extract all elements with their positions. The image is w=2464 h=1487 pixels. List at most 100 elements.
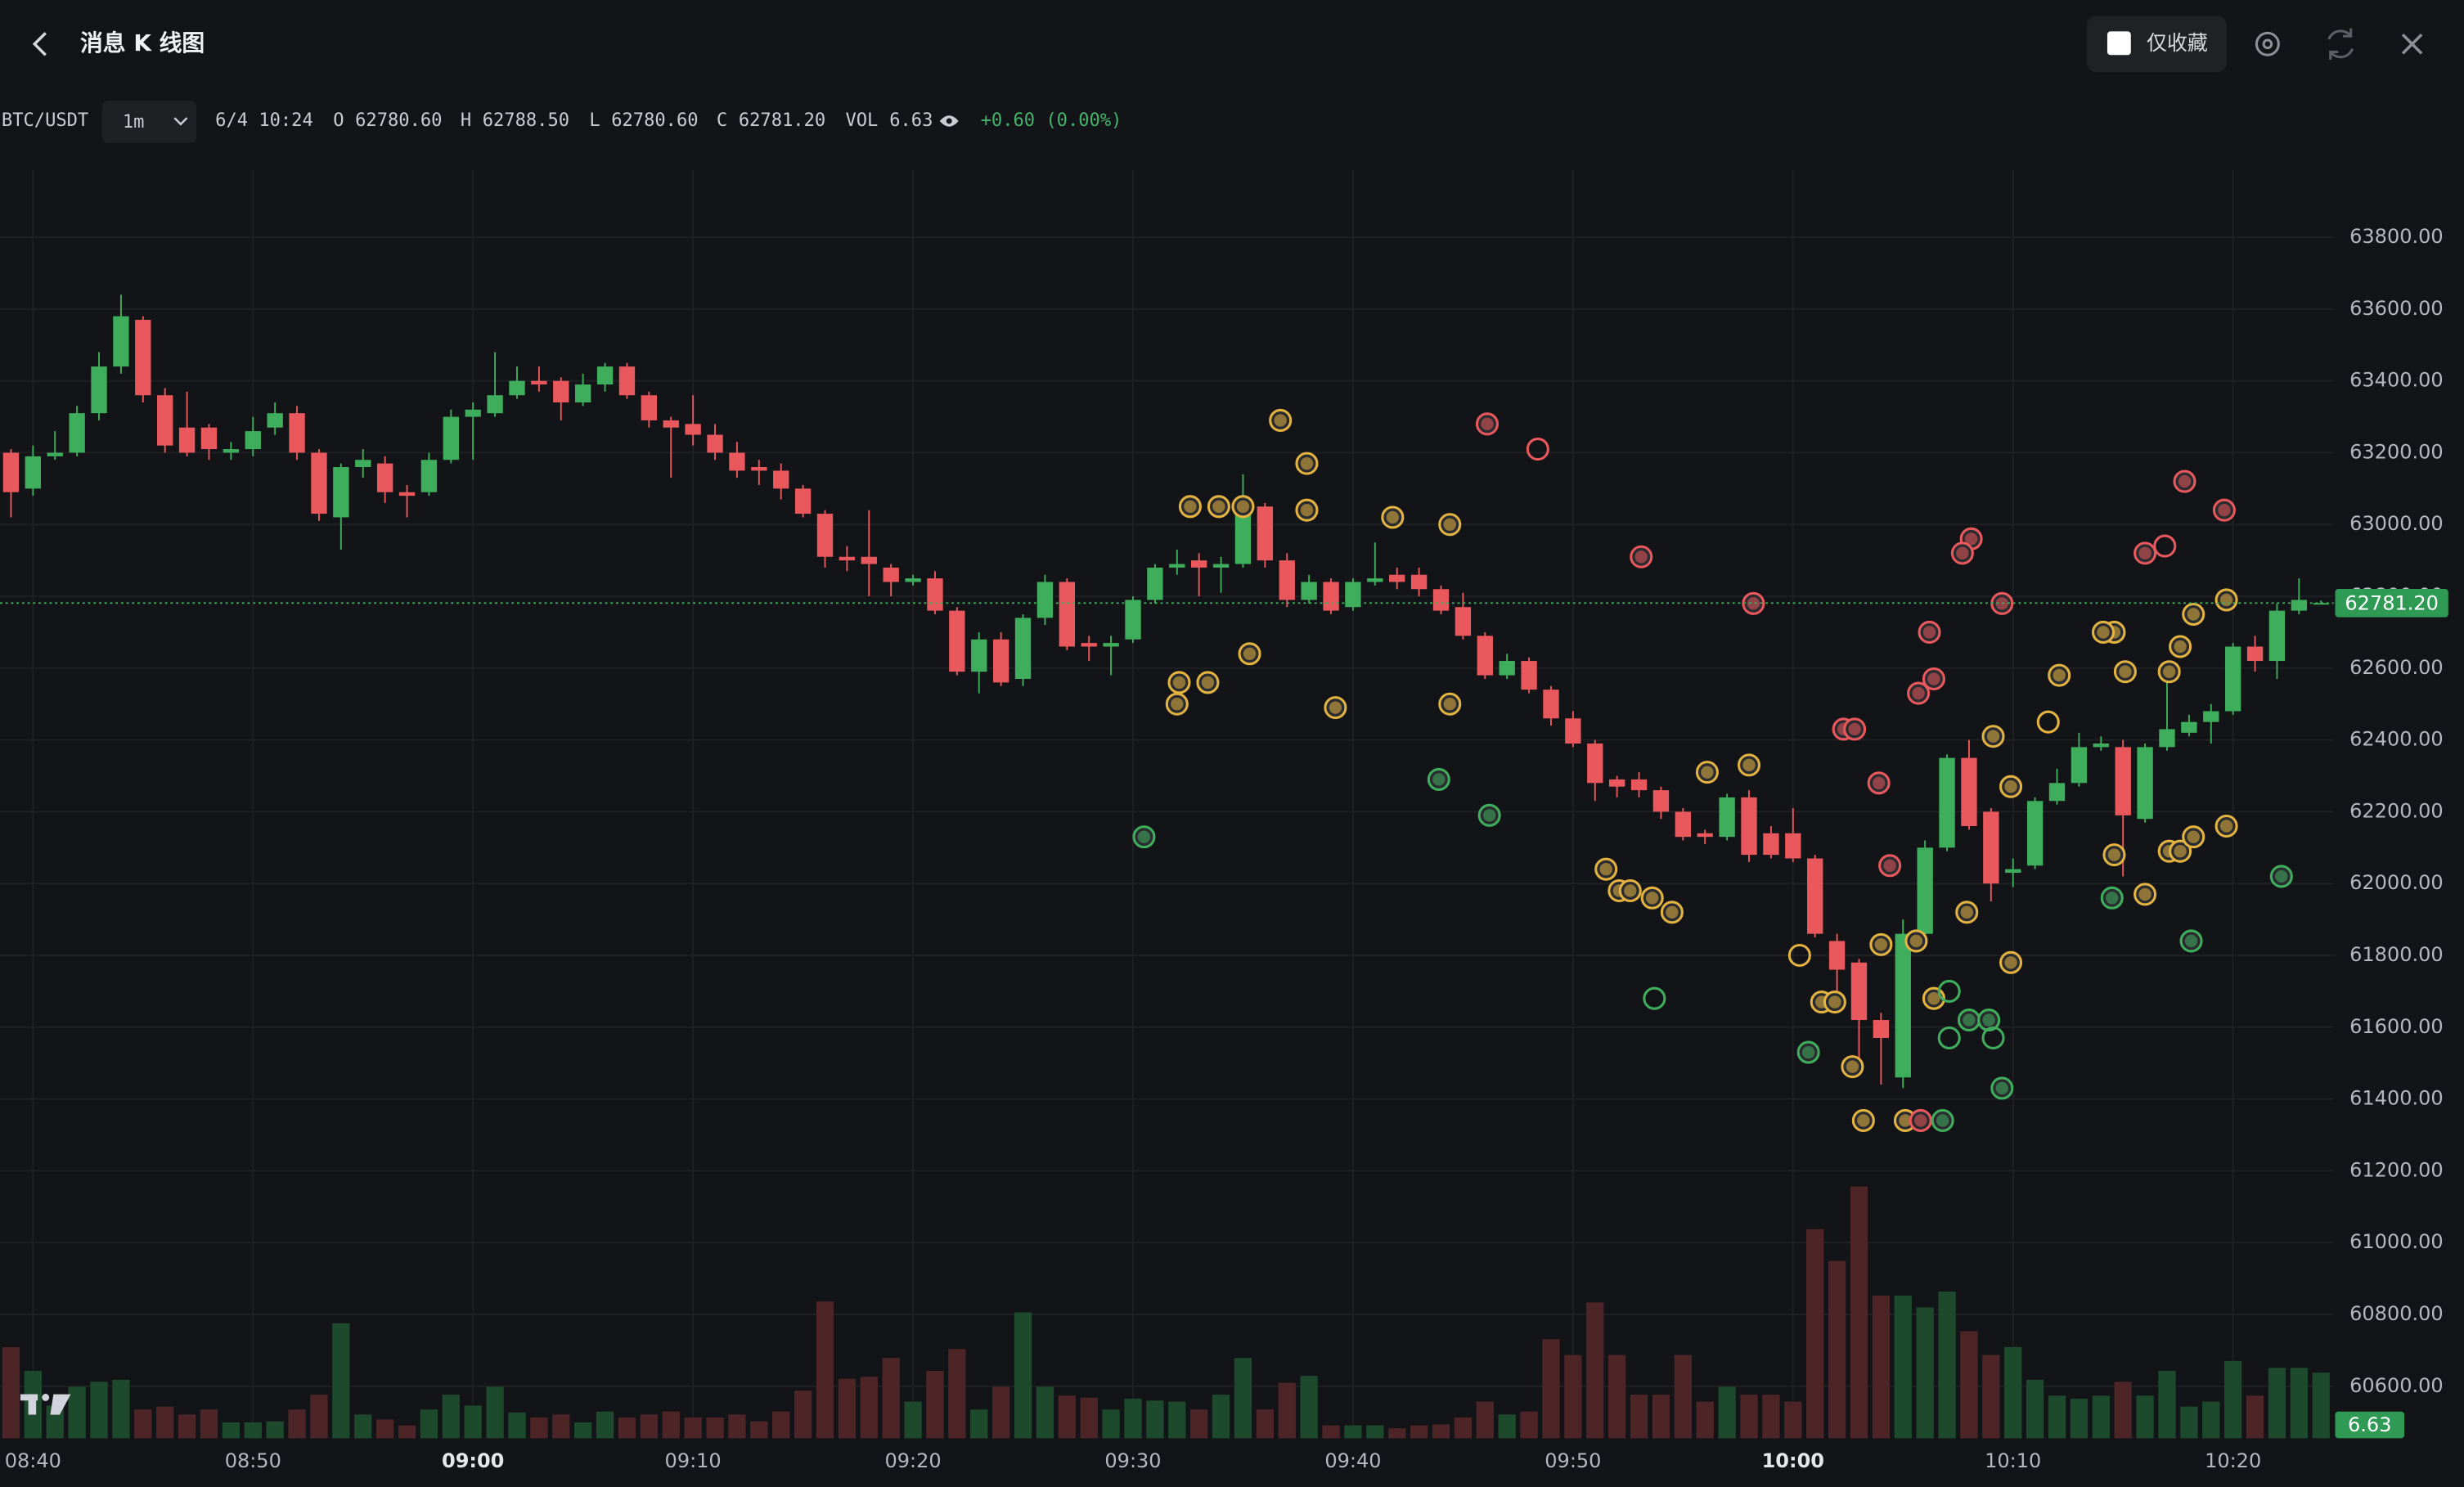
- news-marker[interactable]: [2113, 660, 2137, 684]
- news-marker[interactable]: [1438, 692, 1462, 716]
- news-marker[interactable]: [2157, 660, 2181, 684]
- news-marker[interactable]: [2134, 883, 2157, 906]
- news-marker[interactable]: [2036, 710, 2060, 734]
- news-marker[interactable]: [2169, 839, 2192, 863]
- news-marker[interactable]: [2212, 498, 2236, 522]
- news-marker[interactable]: [1295, 498, 1319, 522]
- refresh-button[interactable]: [2327, 28, 2354, 61]
- volume-bar: [640, 1414, 658, 1439]
- news-marker[interactable]: [1742, 591, 1765, 615]
- x-tick-label: 09:40: [1324, 1449, 1381, 1472]
- candle-body: [1389, 574, 1405, 582]
- news-marker[interactable]: [1990, 1076, 2014, 1100]
- news-marker[interactable]: [2269, 865, 2293, 888]
- news-marker[interactable]: [1869, 932, 1893, 956]
- marker-avatar: [1482, 809, 1496, 822]
- back-button[interactable]: [32, 32, 47, 56]
- news-marker[interactable]: [2214, 814, 2238, 838]
- news-marker[interactable]: [2214, 588, 2238, 612]
- news-marker[interactable]: [1231, 495, 1255, 519]
- news-marker[interactable]: [1955, 901, 1979, 924]
- news-marker[interactable]: [1904, 929, 1928, 953]
- news-marker[interactable]: [1640, 886, 1664, 910]
- settings-button[interactable]: [2255, 31, 2280, 56]
- checkbox[interactable]: [2107, 31, 2131, 56]
- news-marker[interactable]: [1238, 642, 1261, 666]
- candle-body: [47, 452, 63, 456]
- news-marker[interactable]: [1643, 986, 1666, 1010]
- candle-body: [1961, 757, 1977, 826]
- candle-body: [883, 567, 899, 582]
- news-marker[interactable]: [1937, 1026, 1961, 1050]
- news-marker[interactable]: [1178, 495, 1202, 519]
- marker-avatar: [1386, 510, 1400, 524]
- news-marker[interactable]: [1999, 775, 2023, 798]
- news-marker[interactable]: [2182, 825, 2205, 849]
- news-marker[interactable]: [1957, 1008, 1981, 1032]
- news-marker[interactable]: [2048, 663, 2071, 687]
- news-marker[interactable]: [1843, 717, 1867, 741]
- news-marker[interactable]: [1269, 408, 1293, 432]
- legend-label: O: [333, 110, 344, 131]
- news-marker[interactable]: [1660, 901, 1684, 924]
- news-marker[interactable]: [1787, 943, 1811, 968]
- news-marker[interactable]: [2100, 886, 2124, 910]
- news-marker[interactable]: [1207, 495, 1230, 519]
- news-marker[interactable]: [1427, 767, 1450, 791]
- news-marker[interactable]: [1841, 1055, 1864, 1079]
- marker-avatar: [1432, 773, 1446, 786]
- news-marker[interactable]: [2091, 620, 2116, 644]
- favorites-toggle[interactable]: 仅收藏: [2086, 16, 2227, 73]
- news-marker[interactable]: [1167, 671, 1191, 694]
- news-marker[interactable]: [1295, 451, 1319, 475]
- news-marker[interactable]: [2102, 843, 2126, 867]
- news-marker[interactable]: [1907, 681, 1931, 705]
- news-marker[interactable]: [2173, 469, 2196, 493]
- news-marker[interactable]: [1132, 825, 1156, 849]
- news-marker[interactable]: [1526, 438, 1549, 461]
- marker-avatar: [1848, 722, 1861, 736]
- news-marker[interactable]: [1630, 545, 1653, 568]
- news-marker[interactable]: [1737, 753, 1761, 777]
- news-marker[interactable]: [1438, 513, 1462, 537]
- news-marker[interactable]: [1695, 761, 1719, 784]
- candle-body: [1345, 582, 1361, 608]
- news-marker[interactable]: [1618, 878, 1642, 903]
- news-marker[interactable]: [1922, 667, 1945, 691]
- news-marker[interactable]: [1981, 1026, 2005, 1050]
- news-marker[interactable]: [2182, 602, 2205, 627]
- close-button[interactable]: [2401, 34, 2423, 55]
- news-marker[interactable]: [1918, 620, 1941, 644]
- news-marker[interactable]: [1823, 991, 1846, 1014]
- news-marker[interactable]: [1796, 1040, 1820, 1064]
- y-tick-label: 63400.00: [2349, 369, 2443, 392]
- news-marker[interactable]: [1851, 1108, 1875, 1132]
- news-marker[interactable]: [1477, 803, 1501, 827]
- news-marker[interactable]: [1381, 505, 1405, 529]
- visibility-toggle[interactable]: [939, 115, 959, 127]
- interval-select[interactable]: 1m: [101, 100, 197, 143]
- candle-body: [1983, 811, 1999, 884]
- news-marker[interactable]: [1594, 857, 1618, 881]
- news-marker[interactable]: [1999, 950, 2023, 974]
- news-marker[interactable]: [1937, 979, 1961, 1003]
- news-marker[interactable]: [2179, 929, 2203, 953]
- news-marker[interactable]: [2169, 635, 2192, 658]
- news-marker[interactable]: [1196, 671, 1220, 694]
- news-marker[interactable]: [1950, 541, 1974, 565]
- volume-bar: [2136, 1395, 2154, 1439]
- news-marker[interactable]: [1867, 771, 1891, 795]
- news-marker[interactable]: [1324, 696, 1347, 720]
- news-marker[interactable]: [1165, 692, 1189, 716]
- candle-body: [905, 578, 921, 582]
- news-marker[interactable]: [1981, 725, 2005, 748]
- candle-body: [135, 320, 151, 396]
- news-marker[interactable]: [1977, 1008, 2001, 1032]
- news-marker[interactable]: [1475, 412, 1500, 436]
- news-marker[interactable]: [1878, 854, 1902, 878]
- volume-bar: [1894, 1295, 1912, 1439]
- news-marker[interactable]: [2134, 541, 2157, 565]
- news-marker[interactable]: [1931, 1108, 1954, 1132]
- news-marker[interactable]: [1909, 1108, 1932, 1132]
- news-marker[interactable]: [2153, 534, 2177, 558]
